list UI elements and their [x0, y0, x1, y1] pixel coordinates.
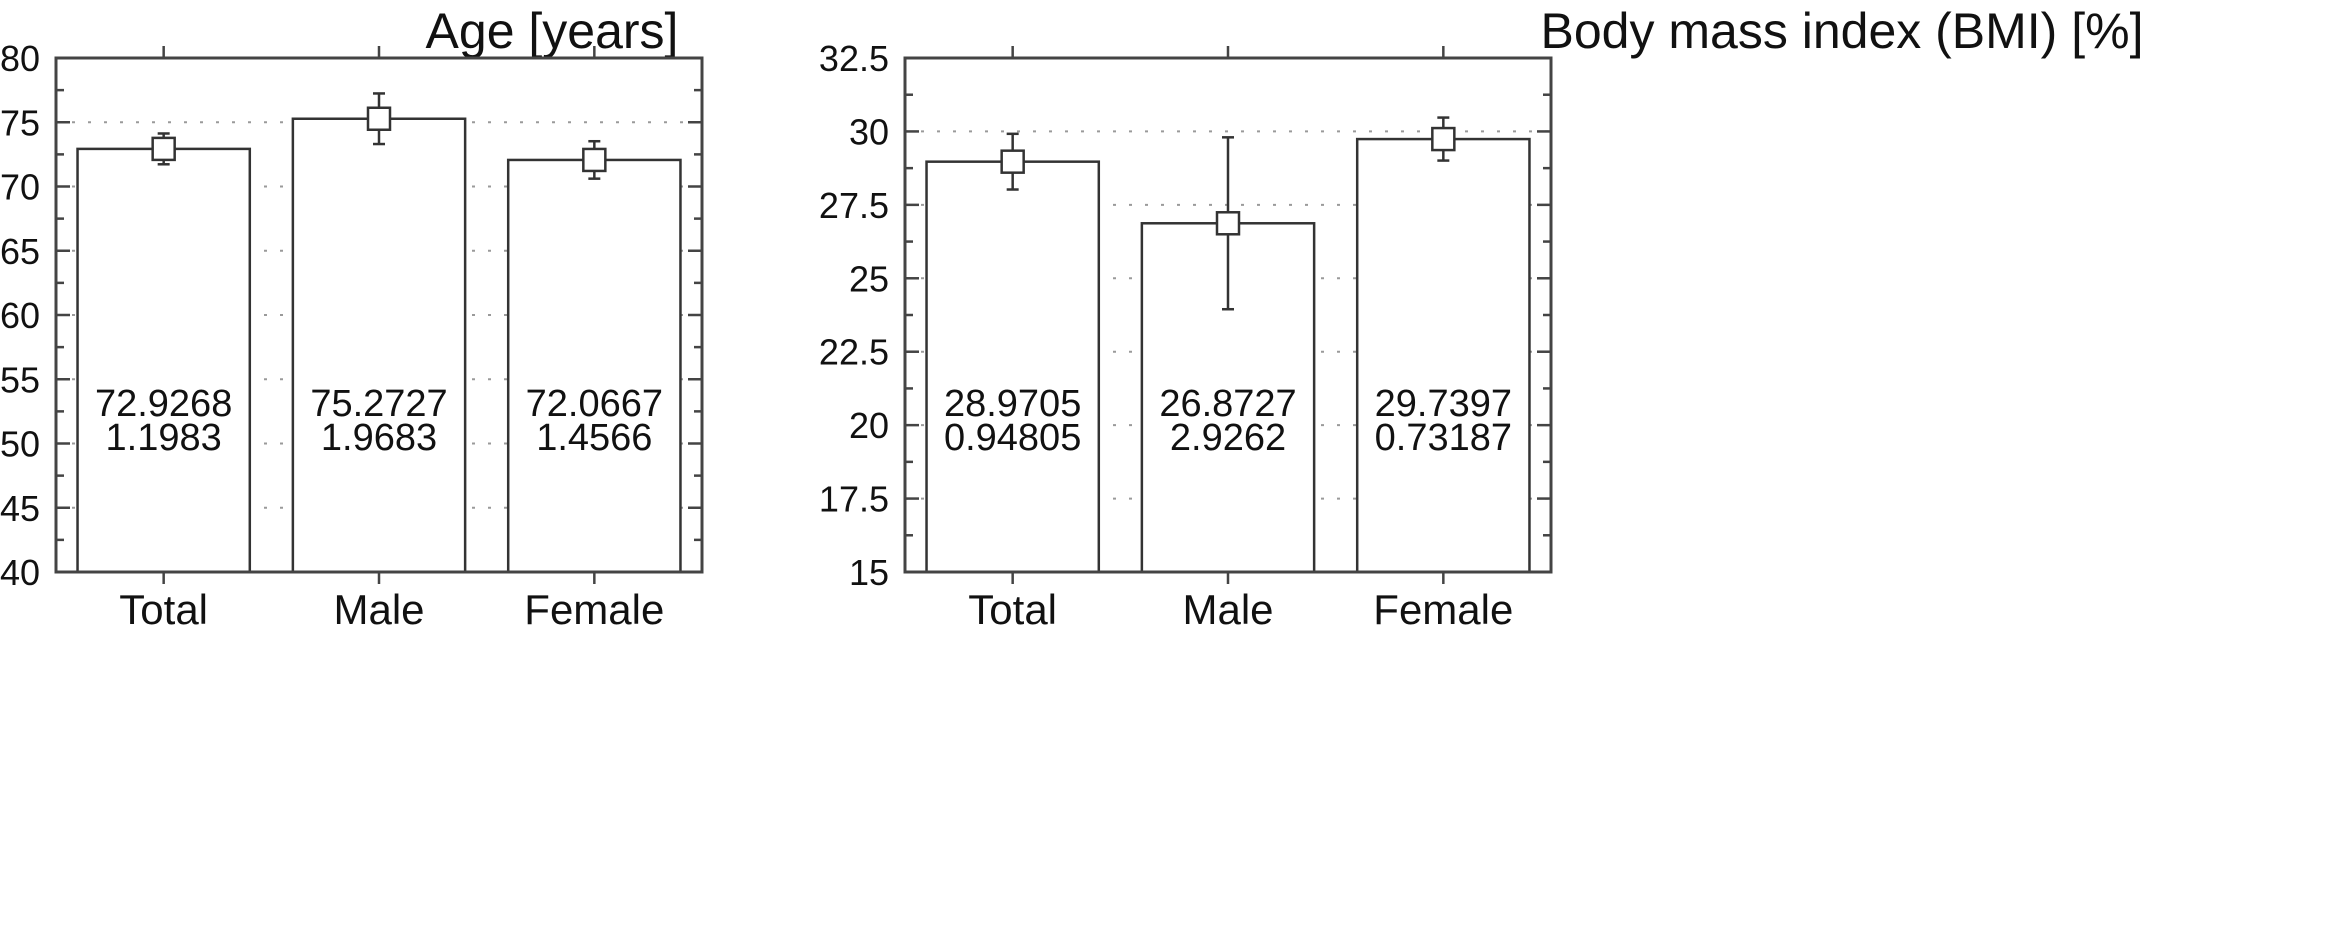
- bmi-category-label: Total: [968, 586, 1057, 633]
- bmi-y-tick-label: 17.5: [819, 479, 889, 520]
- bmi-y-tick-label: 20: [849, 405, 889, 446]
- bmi-chart: Body mass index (BMI) [%] 15 17.5 20 22.5 25…: [819, 3, 2144, 633]
- age-plot-frame: [54, 56, 704, 574]
- bmi-bar-value-label: 29.7397: [1375, 383, 1512, 425]
- bmi-mean-marker: [1431, 126, 1456, 152]
- age-mean-marker: [151, 136, 176, 162]
- age-mean-marker: [582, 147, 607, 173]
- bmi-y-tick-label: 30: [849, 111, 889, 152]
- age-bar-value-label: 75.2727: [310, 383, 447, 425]
- bmi-category-label: Female: [1373, 586, 1513, 633]
- age-category-label: Male: [333, 586, 424, 633]
- bmi-bar-value-label: 28.9705: [944, 383, 1081, 425]
- bmi-y-tick-label: 27.5: [819, 185, 889, 226]
- bmi-y-tick-label: 22.5: [819, 332, 889, 373]
- age-y-tick-label: 65: [0, 231, 40, 272]
- age-bar-error-label: 1.4566: [536, 417, 652, 459]
- age-bar-male: [291, 117, 467, 574]
- age-chart: Age [years] 40 45 50 55 60 65 70 75 80 72.92681.1…: [0, 3, 704, 633]
- bmi-bar-error-label: 2.9262: [1170, 417, 1286, 459]
- age-y-tick-label: 50: [0, 424, 40, 465]
- bmi-chart-title: Body mass index (BMI) [%]: [1541, 3, 2144, 59]
- bmi-bar-error-label: 0.73187: [1375, 417, 1512, 459]
- age-category-label: Female: [524, 586, 664, 633]
- age-y-tick-label: 40: [0, 552, 40, 593]
- bmi-bar-value-label: 26.8727: [1159, 383, 1296, 425]
- age-bar-error-label: 1.1983: [106, 417, 222, 459]
- bmi-plot-frame: [903, 56, 1553, 574]
- age-chart-title: Age [years]: [426, 3, 679, 59]
- bmi-mean-marker: [1000, 149, 1025, 174]
- bmi-bar-female: [1355, 137, 1531, 574]
- bmi-mean-marker: [1215, 211, 1241, 236]
- age-bar-value-label: 72.0667: [526, 383, 663, 425]
- bmi-y-tick-label: 15: [849, 552, 889, 593]
- bmi-y-tick-label: 25: [849, 258, 889, 299]
- age-y-tick-label: 70: [0, 167, 40, 208]
- bmi-category-label: Male: [1182, 586, 1273, 633]
- age-bar-value-label: 72.9268: [95, 383, 232, 425]
- age-y-tick-label: 75: [0, 102, 40, 143]
- age-y-tick-label: 45: [0, 488, 40, 529]
- age-bar-total: [76, 147, 252, 574]
- age-category-label: Total: [119, 586, 208, 633]
- bmi-y-tick-label: 32.5: [819, 38, 889, 79]
- age-mean-marker: [366, 106, 392, 131]
- age-y-tick-label: 80: [0, 38, 40, 79]
- age-bar-error-label: 1.9683: [321, 417, 437, 459]
- age-y-tick-label: 55: [0, 359, 40, 400]
- bmi-bar-total: [925, 160, 1101, 574]
- bmi-bar-error-label: 0.94805: [944, 417, 1081, 459]
- age-bar-female: [506, 158, 682, 574]
- age-y-tick-label: 60: [0, 295, 40, 336]
